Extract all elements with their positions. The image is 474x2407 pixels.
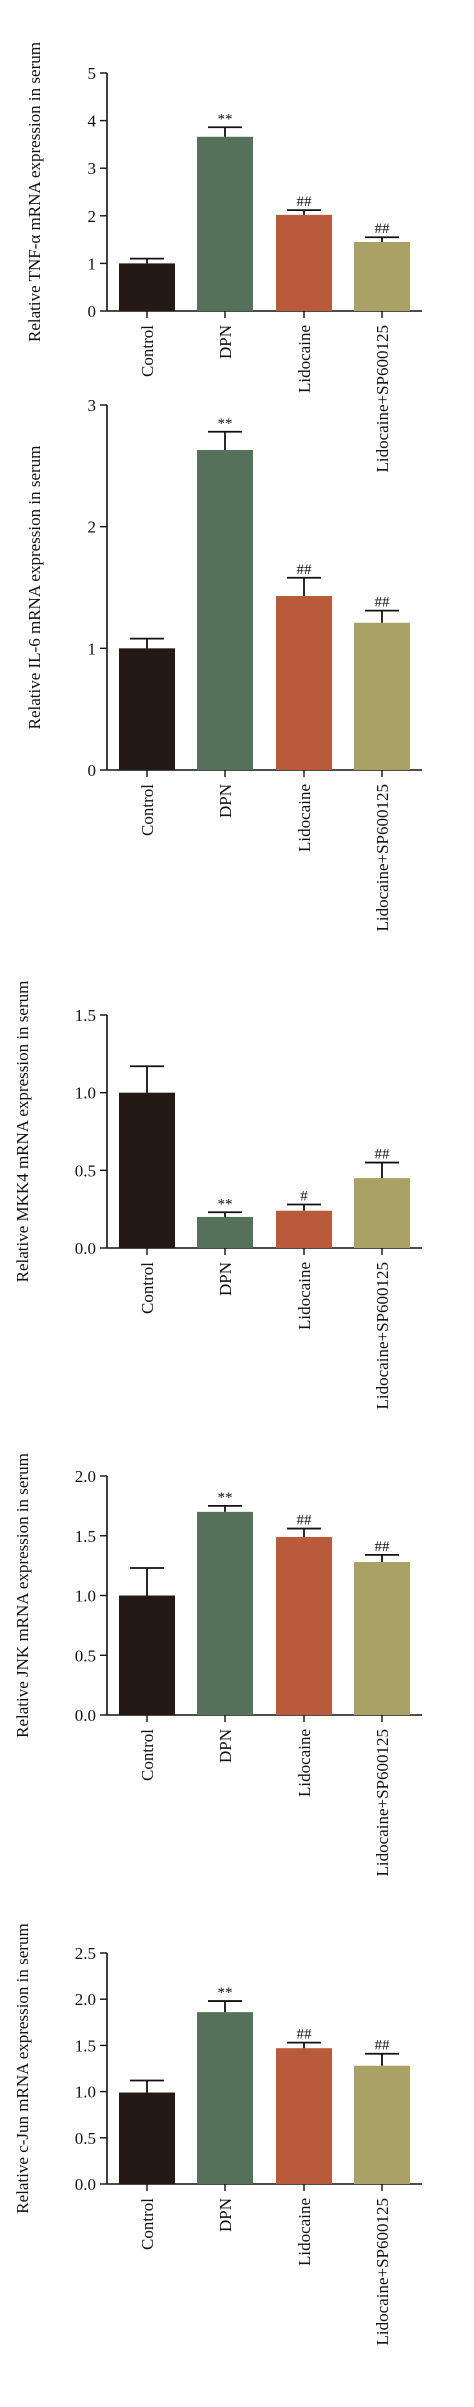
significance-lidocaine: ## [297, 1513, 313, 1529]
y-axis-label: Relative MKK4 mRNA expression in serum [13, 981, 32, 1283]
bar-lidocaine-sp600125 [354, 1178, 410, 1248]
significance-dpn: ** [218, 1985, 233, 2001]
significance-lidocaine-sp600125: ## [375, 2038, 391, 2054]
y-tick-label: 1.5 [75, 1006, 96, 1025]
x-tick-label-lidocaine: Lidocaine [295, 784, 314, 852]
y-tick-label: 1 [88, 254, 97, 273]
y-tick-label: 0.5 [75, 1646, 96, 1665]
significance-lidocaine: ## [297, 2027, 313, 2043]
bar-lidocaine [276, 1536, 332, 1715]
significance-dpn: ** [218, 416, 233, 432]
x-tick-label-lidocaine: Lidocaine [295, 325, 314, 393]
significance-dpn: ** [218, 1196, 233, 1212]
x-tick-label-lidocaine: Lidocaine [295, 1729, 314, 1797]
x-tick-label-dpn: DPN [216, 784, 235, 818]
bar-lidocaine [276, 2048, 332, 2184]
y-tick-label: 0.5 [75, 2129, 96, 2148]
bar-lidocaine-sp600125 [354, 2065, 410, 2184]
y-tick-label: 1.5 [75, 1527, 96, 1546]
y-tick-label: 0.5 [75, 1161, 96, 1180]
y-tick-label: 1.0 [75, 1587, 96, 1606]
bar-control [119, 1092, 175, 1248]
bar-lidocaine-sp600125 [354, 241, 410, 311]
y-tick-label: 4 [88, 112, 97, 131]
y-tick-label: 0.0 [75, 1706, 96, 1725]
bar-control [119, 1595, 175, 1715]
bar-lidocaine-sp600125 [354, 1562, 410, 1715]
y-tick-label: 1.0 [75, 1084, 96, 1103]
bar-lidocaine-sp600125 [354, 622, 410, 770]
y-tick-label: 5 [88, 64, 97, 83]
bar-control [119, 263, 175, 311]
y-axis-label: Relative TNF-α mRNA expression in serum [25, 42, 44, 342]
y-tick-label: 1 [88, 639, 97, 658]
bar-lidocaine [276, 214, 332, 311]
x-tick-label-lidocaine: Lidocaine [295, 2198, 314, 2266]
y-tick-label: 1.0 [75, 2083, 96, 2102]
bar-dpn [197, 136, 253, 311]
bar-dpn [197, 1511, 253, 1715]
x-tick-label-lidocaine: Lidocaine [295, 1262, 314, 1330]
bar-lidocaine [276, 596, 332, 770]
bar-lidocaine [276, 1210, 332, 1248]
bar-control [119, 2092, 175, 2184]
x-tick-label-lidocaine-sp600125: Lidocaine+SP600125 [373, 784, 392, 931]
x-tick-label-control: Control [138, 1729, 157, 1781]
x-tick-label-lidocaine-sp600125: Lidocaine+SP600125 [373, 325, 392, 472]
x-tick-label-dpn: DPN [216, 1729, 235, 1763]
bar-control [119, 648, 175, 770]
x-tick-label-dpn: DPN [216, 1262, 235, 1296]
y-tick-label: 0.0 [75, 2175, 96, 2194]
x-tick-label-dpn: DPN [216, 325, 235, 359]
y-tick-label: 3 [88, 159, 97, 178]
x-tick-label-control: Control [138, 784, 157, 836]
y-axis-label: Relative JNK mRNA expression in serum [13, 1453, 32, 1738]
y-axis-label: Relative c-Jun mRNA expression in serum [13, 1923, 32, 2213]
significance-lidocaine-sp600125: ## [375, 221, 391, 237]
y-tick-label: 2.0 [75, 1467, 96, 1486]
bar-dpn [197, 450, 253, 770]
significance-lidocaine: # [300, 1189, 308, 1205]
y-tick-label: 2 [88, 518, 97, 537]
y-axis-label: Relative IL-6 mRNA expression in serum [25, 446, 44, 730]
significance-dpn: ** [218, 111, 233, 127]
y-tick-label: 0.0 [75, 1239, 96, 1258]
chart-panel-1: Relative TNF-α mRNA expression in serum 0… [25, 42, 422, 472]
chart-panel-2: Relative IL-6 mRNA expression in serum 0 1… [25, 396, 422, 931]
chart-panel-3: Relative MKK4 mRNA expression in serum 0.… [13, 981, 422, 1409]
y-tick-label: 1.5 [75, 2036, 96, 2055]
significance-lidocaine: ## [297, 194, 313, 210]
y-tick-label: 0 [88, 302, 97, 321]
x-tick-label-lidocaine-sp600125: Lidocaine+SP600125 [373, 1262, 392, 1409]
bar-dpn [197, 2012, 253, 2184]
y-tick-label: 2.0 [75, 1990, 96, 2009]
significance-dpn: ** [218, 1490, 233, 1506]
x-tick-label-control: Control [138, 1262, 157, 1314]
significance-lidocaine-sp600125: ## [375, 1147, 391, 1163]
significance-lidocaine-sp600125: ## [375, 1539, 391, 1555]
x-tick-label-control: Control [138, 325, 157, 377]
chart-panel-5: Relative c-Jun mRNA expression in serum 0… [13, 1923, 422, 2345]
y-tick-label: 3 [88, 396, 97, 415]
x-tick-label-lidocaine-sp600125: Lidocaine+SP600125 [373, 1729, 392, 1876]
y-tick-label: 0 [88, 761, 97, 780]
significance-lidocaine-sp600125: ## [375, 595, 391, 611]
x-tick-label-lidocaine-sp600125: Lidocaine+SP600125 [373, 2198, 392, 2345]
x-tick-label-dpn: DPN [216, 2198, 235, 2232]
significance-lidocaine: ## [297, 562, 313, 578]
y-tick-label: 2.5 [75, 1944, 96, 1963]
x-tick-label-control: Control [138, 2198, 157, 2250]
y-tick-label: 2 [88, 207, 97, 226]
bar-dpn [197, 1216, 253, 1248]
chart-panel-4: Relative JNK mRNA expression in serum 0.0… [13, 1453, 422, 1876]
